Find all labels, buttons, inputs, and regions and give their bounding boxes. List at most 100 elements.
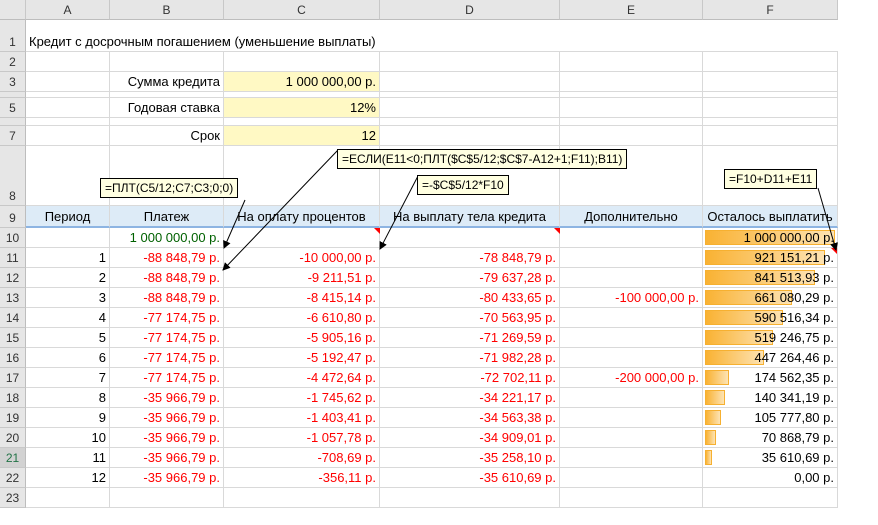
payment-cell[interactable]: -35 966,79 р. <box>110 388 224 408</box>
column-header-F[interactable]: F <box>703 0 838 20</box>
interest-cell[interactable]: -708,69 р. <box>224 448 380 468</box>
extra-payment-cell[interactable] <box>560 248 703 268</box>
payment-cell[interactable]: -77 174,75 р. <box>110 328 224 348</box>
row-header[interactable]: 13 <box>0 288 26 308</box>
column-header-A[interactable]: A <box>26 0 110 20</box>
cell[interactable] <box>560 488 703 508</box>
row-header[interactable]: 14 <box>0 308 26 328</box>
cell[interactable] <box>703 98 838 118</box>
cell[interactable] <box>110 118 224 126</box>
cell[interactable] <box>26 126 110 146</box>
table-header[interactable]: Дополнительно <box>560 206 703 228</box>
extra-payment-cell[interactable] <box>560 428 703 448</box>
principal-cell[interactable]: -35 258,10 р. <box>380 448 560 468</box>
comment-indicator[interactable] <box>554 228 560 234</box>
balance-cell[interactable]: 140 341,19 р. <box>703 388 838 408</box>
period-cell[interactable]: 2 <box>26 268 110 288</box>
principal-cell[interactable]: -34 909,01 р. <box>380 428 560 448</box>
principal-cell[interactable]: -35 610,69 р. <box>380 468 560 488</box>
cell[interactable] <box>224 52 380 72</box>
cell[interactable] <box>380 118 560 126</box>
cell[interactable] <box>380 126 560 146</box>
column-header-C[interactable]: C <box>224 0 380 20</box>
principal-cell[interactable]: -80 433,65 р. <box>380 288 560 308</box>
row-header[interactable]: 2 <box>0 52 26 72</box>
column-header-E[interactable]: E <box>560 0 703 20</box>
payment-cell[interactable]: -88 848,79 р. <box>110 248 224 268</box>
cell[interactable] <box>26 488 110 508</box>
row-header[interactable]: 10 <box>0 228 26 248</box>
cell[interactable] <box>560 72 703 92</box>
row-header[interactable]: 9 <box>0 206 26 228</box>
cell[interactable] <box>703 92 838 98</box>
balance-cell[interactable]: 921 151,21 р. <box>703 248 838 268</box>
cell[interactable] <box>110 52 224 72</box>
row-header[interactable]: 17 <box>0 368 26 388</box>
param-label[interactable]: Сумма кредита <box>110 72 224 92</box>
cell[interactable] <box>224 92 380 98</box>
title[interactable]: Кредит с досрочным погашением (уменьшени… <box>26 20 838 52</box>
interest-cell[interactable]: -5 192,47 р. <box>224 348 380 368</box>
extra-payment-cell[interactable] <box>560 308 703 328</box>
payment-cell[interactable]: -35 966,79 р. <box>110 428 224 448</box>
param-value-input[interactable]: 12% <box>224 98 380 118</box>
row-header[interactable]: 23 <box>0 488 26 508</box>
cell[interactable] <box>26 52 110 72</box>
interest-cell[interactable]: -5 905,16 р. <box>224 328 380 348</box>
principal-cell[interactable]: -70 563,95 р. <box>380 308 560 328</box>
row-header[interactable]: 12 <box>0 268 26 288</box>
extra-payment-cell[interactable] <box>560 328 703 348</box>
comment-indicator[interactable] <box>831 248 837 254</box>
balance-cell[interactable]: 841 513,93 р. <box>703 268 838 288</box>
row-header[interactable]: 1 <box>0 20 26 52</box>
cell[interactable] <box>26 228 110 248</box>
cell[interactable] <box>703 126 838 146</box>
period-cell[interactable]: 3 <box>26 288 110 308</box>
payment-cell[interactable]: -88 848,79 р. <box>110 268 224 288</box>
cell[interactable] <box>560 52 703 72</box>
balance-cell[interactable]: 590 516,34 р. <box>703 308 838 328</box>
balance-cell[interactable]: 0,00 р. <box>703 468 838 488</box>
principal-cell[interactable]: -34 563,38 р. <box>380 408 560 428</box>
row-header[interactable]: 5 <box>0 98 26 118</box>
row-header[interactable]: 3 <box>0 72 26 92</box>
param-label[interactable]: Годовая ставка <box>110 98 224 118</box>
extra-payment-cell[interactable] <box>560 448 703 468</box>
interest-cell[interactable]: -6 610,80 р. <box>224 308 380 328</box>
interest-cell[interactable]: -1 403,41 р. <box>224 408 380 428</box>
cell[interactable] <box>26 146 110 206</box>
payment-cell[interactable]: -35 966,79 р. <box>110 468 224 488</box>
balance-cell[interactable]: 447 264,46 р. <box>703 348 838 368</box>
cell[interactable] <box>224 488 380 508</box>
cell[interactable] <box>110 488 224 508</box>
cell[interactable] <box>26 72 110 92</box>
principal-cell[interactable]: -72 702,11 р. <box>380 368 560 388</box>
row-header[interactable]: 8 <box>0 146 26 206</box>
extra-payment-cell[interactable] <box>560 468 703 488</box>
param-value-input[interactable]: 12 <box>224 126 380 146</box>
interest-cell[interactable]: -8 415,14 р. <box>224 288 380 308</box>
start-payment[interactable]: 1 000 000,00 р. <box>110 228 224 248</box>
balance-cell[interactable]: 174 562,35 р. <box>703 368 838 388</box>
payment-cell[interactable]: -35 966,79 р. <box>110 448 224 468</box>
extra-payment-cell[interactable] <box>560 408 703 428</box>
cell[interactable] <box>703 488 838 508</box>
select-all-button[interactable] <box>0 0 26 20</box>
balance-cell[interactable]: 70 868,79 р. <box>703 428 838 448</box>
cell[interactable] <box>703 52 838 72</box>
interest-cell[interactable]: -10 000,00 р. <box>224 248 380 268</box>
payment-cell[interactable]: -35 966,79 р. <box>110 408 224 428</box>
column-header-B[interactable]: B <box>110 0 224 20</box>
period-cell[interactable]: 7 <box>26 368 110 388</box>
cell[interactable] <box>380 92 560 98</box>
payment-cell[interactable]: -77 174,75 р. <box>110 348 224 368</box>
interest-cell[interactable]: -9 211,51 р. <box>224 268 380 288</box>
cell[interactable] <box>380 146 560 206</box>
balance-cell[interactable]: 661 080,29 р. <box>703 288 838 308</box>
extra-payment-cell[interactable] <box>560 268 703 288</box>
period-cell[interactable]: 6 <box>26 348 110 368</box>
period-cell[interactable]: 4 <box>26 308 110 328</box>
param-label[interactable]: Срок <box>110 126 224 146</box>
column-header-D[interactable]: D <box>380 0 560 20</box>
cell[interactable] <box>380 488 560 508</box>
